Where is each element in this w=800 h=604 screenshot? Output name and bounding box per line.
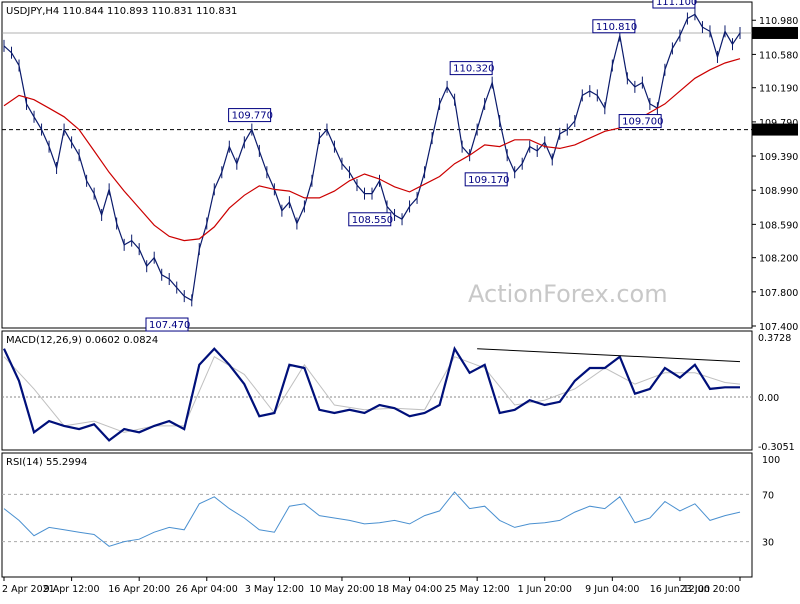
rsi-ytick-label: 30 bbox=[762, 538, 774, 549]
macd-header: MACD(12,26,9) 0.0602 0.0824 bbox=[6, 335, 158, 346]
price-annotation-box bbox=[145, 317, 189, 332]
price-ytick-label: 110.980 bbox=[759, 16, 798, 27]
price-ytick-label: 110.190 bbox=[759, 84, 798, 95]
rsi-panel bbox=[1, 452, 753, 578]
current-price-label: 110.831 bbox=[755, 29, 794, 40]
macd-line bbox=[3, 345, 740, 442]
rsi-ytick-label: 100 bbox=[762, 455, 780, 466]
price-annotation-box bbox=[652, 0, 696, 9]
price-ytick-label: 107.800 bbox=[759, 288, 798, 299]
price-ytick-label: 108.990 bbox=[759, 186, 798, 197]
x-tick-label: 26 Apr 04:00 bbox=[176, 584, 238, 595]
x-tick-label: 2 Apr 2021 bbox=[2, 584, 55, 595]
x-tick-label: 16 Jun 12:00 bbox=[650, 584, 710, 595]
price-annotation-label: 109.700 bbox=[622, 117, 663, 128]
x-tick-label: 1 Jun 20:00 bbox=[518, 584, 572, 595]
macd-trendline bbox=[477, 348, 741, 363]
price-annotation-box bbox=[449, 61, 493, 76]
x-tick-label: 25 May 12:00 bbox=[445, 584, 510, 595]
price-ytick-label: 110.580 bbox=[759, 50, 798, 61]
price-ytick-label: 107.400 bbox=[759, 322, 798, 333]
price-annotation-box bbox=[618, 114, 662, 129]
price-annotation-label: 108.550 bbox=[352, 215, 393, 226]
price-annotation-label: 110.320 bbox=[453, 64, 494, 75]
macd-ytick-label: 0.3728 bbox=[758, 333, 791, 344]
x-tick-label: 3 May 12:00 bbox=[245, 584, 304, 595]
price-annotation-label: 109.170 bbox=[468, 175, 509, 186]
rsi-ytick-label: 70 bbox=[762, 490, 774, 501]
price-annotation-box bbox=[592, 19, 636, 34]
moving-average-line bbox=[3, 58, 741, 242]
price-ytick-label: 108.590 bbox=[759, 220, 798, 231]
x-tick-label: 23 Jun 20:00 bbox=[680, 584, 740, 595]
price-annotation-box bbox=[348, 212, 392, 227]
current-price-box bbox=[752, 26, 798, 39]
rsi-line bbox=[3, 491, 741, 547]
x-tick-label: 9 Jun 04:00 bbox=[585, 584, 639, 595]
price-panel bbox=[1, 1, 753, 329]
x-tick-label: 16 Apr 20:00 bbox=[108, 584, 170, 595]
price-ytick-label: 109.790 bbox=[759, 118, 798, 129]
price-annotation-label: 111.100 bbox=[656, 0, 697, 8]
price-ytick-label: 108.200 bbox=[759, 254, 798, 265]
rsi-header: RSI(14) 55.2994 bbox=[6, 457, 87, 468]
price-ytick-label: 109.390 bbox=[759, 152, 798, 163]
macd-panel bbox=[1, 330, 753, 451]
macd-ytick-label: -0.3051 bbox=[758, 442, 795, 453]
reference-level-box bbox=[752, 123, 798, 136]
x-tick-label: 10 May 20:00 bbox=[309, 584, 374, 595]
reference-level-label: 109.700 bbox=[755, 126, 794, 137]
price-annotation-label: 109.770 bbox=[232, 111, 273, 122]
price-annotation-label: 107.470 bbox=[149, 320, 190, 331]
watermark: ActionForex.com bbox=[468, 280, 668, 308]
x-tick-label: 18 May 04:00 bbox=[377, 584, 442, 595]
x-tick-label: 9 Apr 12:00 bbox=[44, 584, 100, 595]
price-annotation-box bbox=[228, 108, 272, 123]
macd-ytick-label: 0.00 bbox=[758, 393, 779, 404]
price-header: USDJPY,H4 110.844 110.893 110.831 110.83… bbox=[6, 6, 237, 17]
price-annotation-box bbox=[464, 172, 508, 187]
price-annotation-label: 110.810 bbox=[596, 22, 637, 33]
